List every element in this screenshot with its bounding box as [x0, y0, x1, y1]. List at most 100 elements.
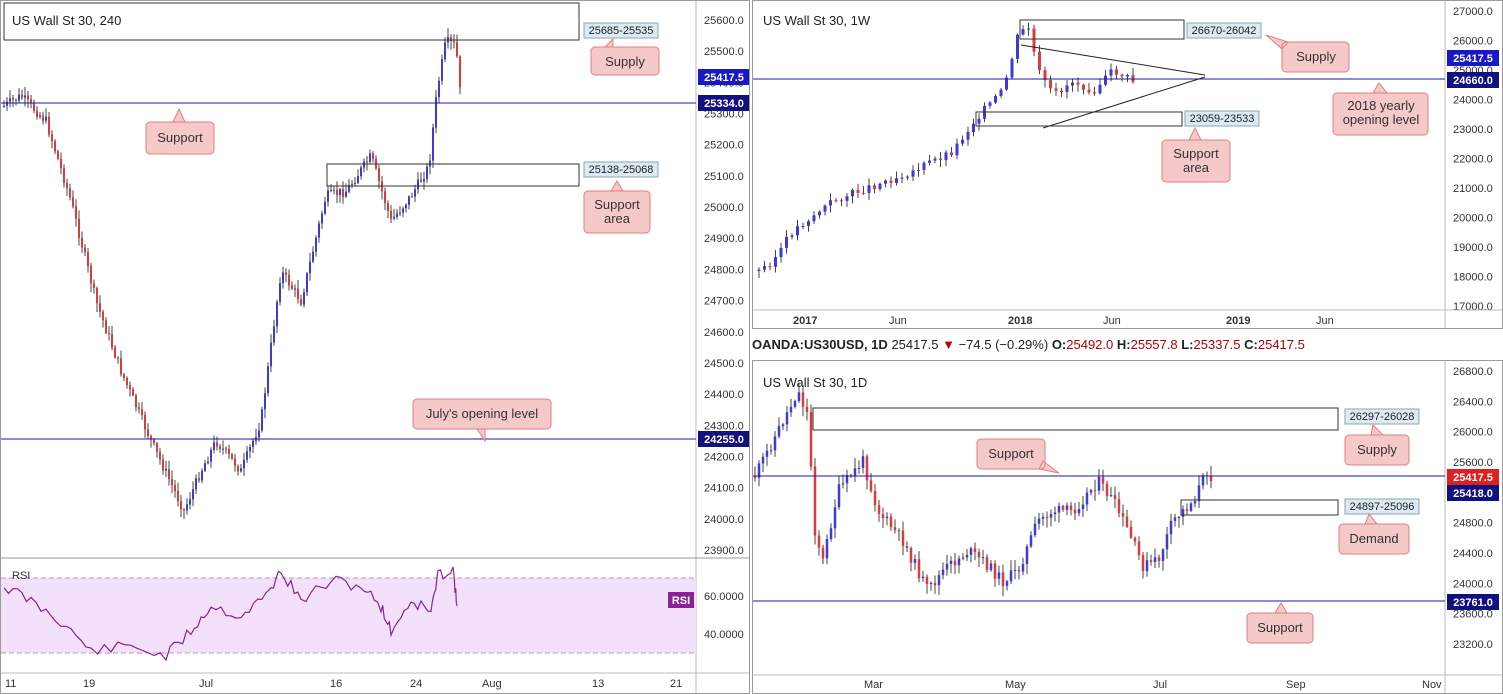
supply-zone-box [812, 407, 1339, 431]
candle-body [793, 401, 797, 407]
candle-body [405, 204, 407, 209]
candle-body [1133, 537, 1137, 542]
candle-body [761, 456, 765, 464]
candle-body [228, 448, 230, 455]
candle-body [84, 247, 86, 253]
candle-body [993, 563, 997, 579]
chart-daily-svg[interactable]: US Wall St 30, 1D 26297-26028 24897-2509… [753, 361, 1503, 694]
candle-body [378, 168, 380, 182]
candle-body [1153, 557, 1157, 562]
daily-ohlc-header: OANDA:US30USD, 1D 25417.5 ▼ −74.5 (−0.29… [752, 337, 1503, 359]
candle-body [360, 167, 362, 177]
price-axis-label: 18000.0 [1453, 272, 1493, 284]
candle-body [1149, 560, 1153, 562]
candle-body [757, 269, 761, 271]
candle-body [1043, 70, 1047, 81]
candle-body [87, 252, 89, 267]
candle-body [273, 326, 275, 343]
candle-body [1021, 564, 1025, 572]
tick-16: 16 [330, 678, 342, 690]
candle-body [878, 183, 882, 190]
candle-body [1077, 509, 1081, 514]
candle-body [1060, 90, 1063, 93]
current-price-tag: 25417.5 [698, 69, 749, 85]
candle-body [1109, 69, 1113, 76]
candle-body [3, 105, 5, 107]
candle-body [423, 178, 425, 182]
candle-body [153, 439, 155, 444]
time-axis-weekly: 2017 Jun 2018 Jun 2019 Jun [793, 315, 1334, 327]
candle-body [306, 273, 308, 293]
candle-body [873, 185, 876, 190]
candle-body [357, 176, 359, 183]
price-axis-labels-240: 25600.025500.025400.025300.025200.025100… [704, 15, 744, 557]
candle-body [411, 196, 413, 198]
candle-body [303, 292, 305, 305]
candle-body [9, 98, 11, 102]
candle-body [834, 200, 838, 202]
support-callout: Support [976, 438, 1060, 474]
candle-body [450, 37, 452, 41]
candle-body [933, 582, 937, 586]
last-price: 25417.5 [891, 337, 939, 352]
candle-body [60, 158, 62, 169]
candle-body [917, 559, 921, 579]
candle-body [821, 547, 825, 559]
candle-body [833, 507, 837, 529]
supply-callout: Supply [1265, 34, 1350, 73]
chart-panel-240[interactable]: US Wall St 30, 240 25685-25535 25138-250… [0, 0, 750, 694]
chart-240-svg[interactable]: US Wall St 30, 240 25685-25535 25138-250… [1, 1, 750, 694]
price-axis-label: 25500.0 [704, 46, 744, 58]
svg-text:25138-25068: 25138-25068 [589, 164, 654, 176]
candle-body [823, 205, 827, 212]
candle-body [1101, 476, 1105, 484]
price-axis-label: 23600.0 [1453, 609, 1493, 621]
chart-panel-weekly[interactable]: US Wall St 30, 1W 26670-26042 23059-2353… [752, 0, 1503, 329]
current-price-tag: 25417.5 [1447, 50, 1499, 66]
candle-body [777, 426, 781, 437]
supply-callout: Supply [1344, 423, 1410, 466]
chart-panel-daily[interactable]: US Wall St 30, 1D 26297-26028 24897-2509… [752, 360, 1503, 694]
rsi-band [1, 578, 696, 653]
candle-body [809, 411, 813, 467]
candle-body [869, 480, 873, 491]
candle-body [884, 180, 887, 184]
candle-body [234, 458, 236, 467]
candle-body [818, 211, 821, 216]
candle-body [877, 505, 881, 515]
candle-body [1009, 570, 1013, 582]
candle-body [54, 141, 56, 152]
candle-body [51, 134, 53, 142]
candle-body [132, 389, 134, 396]
chart-weekly-svg[interactable]: US Wall St 30, 1W 26670-26042 23059-2353… [753, 1, 1503, 329]
candle-body [93, 283, 95, 289]
candle-body [862, 193, 865, 195]
candle-body [120, 358, 122, 375]
candle-body [1076, 82, 1080, 85]
candle-body [853, 468, 857, 477]
candle-body [78, 218, 80, 238]
candle-body [39, 115, 41, 117]
supply-callout: Supply [590, 37, 660, 76]
candle-body [1029, 535, 1033, 547]
candle-body [950, 152, 953, 156]
demand-zone-box [1180, 499, 1339, 516]
candle-body [21, 94, 23, 98]
candle-body [928, 160, 931, 163]
low-label: L: [1181, 337, 1194, 352]
price-axis-label: 24600.0 [704, 327, 744, 339]
candle-body [336, 189, 338, 195]
candle-body [763, 266, 766, 270]
triangle-lower-line [1042, 76, 1206, 129]
triangle-upper-line [1020, 44, 1206, 76]
candle-body [249, 446, 251, 452]
candle-body [387, 203, 389, 211]
price-axis-label: 26400.0 [1453, 396, 1493, 408]
candle-body [841, 483, 845, 485]
candle-body [222, 448, 224, 450]
price-axis-label: 23900.0 [704, 545, 744, 557]
candle-body [895, 178, 898, 183]
candle-body [1201, 475, 1205, 486]
tick-jun-2018: Jun [1103, 315, 1121, 327]
candle-body [1013, 569, 1017, 571]
